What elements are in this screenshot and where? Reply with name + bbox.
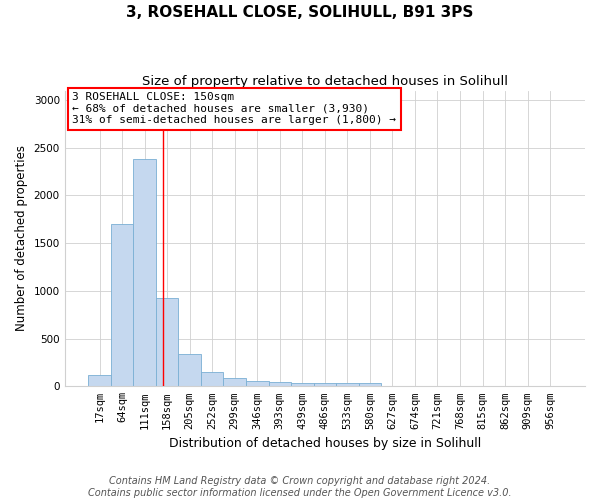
Bar bbox=[178, 354, 201, 386]
Bar bbox=[156, 298, 178, 386]
Bar bbox=[111, 224, 133, 386]
Bar bbox=[359, 384, 381, 386]
Text: 3, ROSEHALL CLOSE, SOLIHULL, B91 3PS: 3, ROSEHALL CLOSE, SOLIHULL, B91 3PS bbox=[127, 5, 473, 20]
Bar bbox=[246, 380, 269, 386]
Bar bbox=[201, 372, 223, 386]
Bar bbox=[336, 384, 359, 386]
Bar bbox=[88, 375, 111, 386]
X-axis label: Distribution of detached houses by size in Solihull: Distribution of detached houses by size … bbox=[169, 437, 481, 450]
Bar bbox=[291, 384, 314, 386]
Bar bbox=[314, 384, 336, 386]
Text: 3 ROSEHALL CLOSE: 150sqm
← 68% of detached houses are smaller (3,930)
31% of sem: 3 ROSEHALL CLOSE: 150sqm ← 68% of detach… bbox=[73, 92, 397, 125]
Bar bbox=[223, 378, 246, 386]
Bar bbox=[133, 159, 156, 386]
Title: Size of property relative to detached houses in Solihull: Size of property relative to detached ho… bbox=[142, 75, 508, 88]
Text: Contains HM Land Registry data © Crown copyright and database right 2024.
Contai: Contains HM Land Registry data © Crown c… bbox=[88, 476, 512, 498]
Y-axis label: Number of detached properties: Number of detached properties bbox=[15, 146, 28, 332]
Bar bbox=[269, 382, 291, 386]
